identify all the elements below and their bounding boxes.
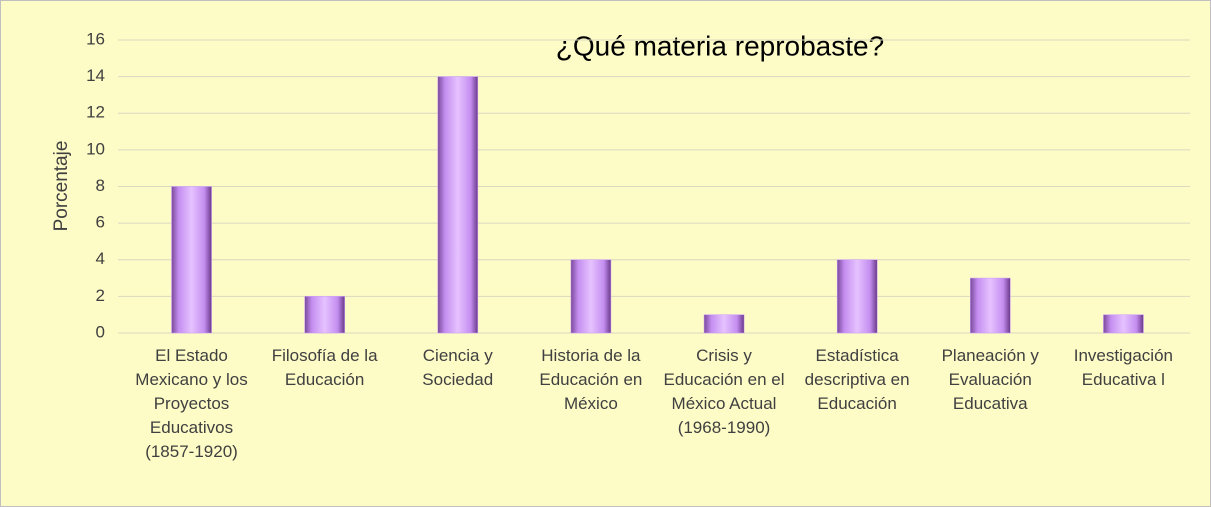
y-tick-label: 10 <box>86 139 105 158</box>
x-tick-label: Filosofía de la Educación <box>271 346 378 389</box>
bar <box>304 296 345 334</box>
x-tick-label: Investigación Educativa l <box>1073 346 1173 389</box>
bar <box>970 277 1011 334</box>
chart-title: ¿Qué materia reprobaste? <box>556 30 884 61</box>
y-tick-label: 4 <box>96 249 105 268</box>
y-axis-label: Porcentaje <box>51 141 72 232</box>
y-tick-label: 12 <box>86 103 105 122</box>
y-tick-label: 2 <box>96 286 105 305</box>
y-tick-label: 16 <box>86 29 105 48</box>
x-tick-label: Ciencia y Sociedad <box>422 346 494 389</box>
y-tick-label: 8 <box>96 176 105 195</box>
x-tick-label: Planeación y Evaluación Educativa <box>941 346 1039 413</box>
x-tick-label: El Estado Mexicano y los Proyectos Educa… <box>135 346 248 461</box>
bar <box>570 259 612 334</box>
bar <box>703 314 745 334</box>
y-tick-label: 14 <box>86 66 105 85</box>
bar <box>171 186 212 334</box>
y-tick-label: 0 <box>96 322 105 341</box>
y-tick-label: 6 <box>96 213 105 232</box>
bar <box>1103 314 1144 334</box>
x-tick-label: Estadística descriptiva en Educación <box>804 346 910 413</box>
x-tick-label: Historia de la Educación en México <box>539 346 643 413</box>
bar <box>836 259 878 334</box>
x-tick-label: Crisis y Educación en el México Actual (… <box>663 346 785 437</box>
bar <box>437 76 479 334</box>
